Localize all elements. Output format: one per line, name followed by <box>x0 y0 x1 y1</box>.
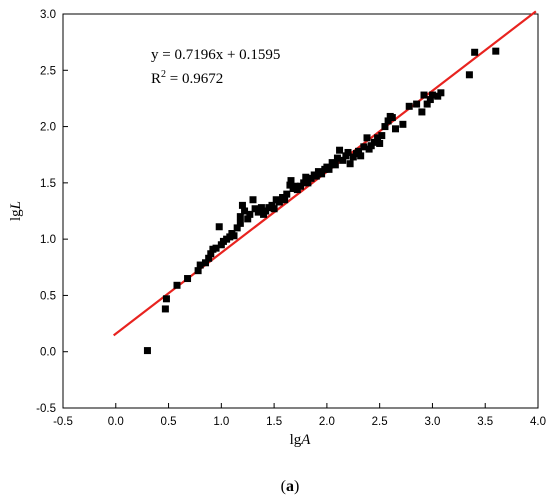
data-point <box>376 139 384 147</box>
data-point <box>370 138 378 146</box>
data-point <box>437 89 445 97</box>
data-point <box>257 204 265 212</box>
data-point <box>143 347 151 355</box>
x-axis-ticks: -0.5 0.0 0.5 1.0 1.5 2.0 2.5 3.0 3.5 4.0 <box>53 403 546 428</box>
x-tick-label: 0.0 <box>108 416 124 428</box>
figure-caption: (a) <box>281 478 300 495</box>
y-tick-label: 1.5 <box>40 178 56 190</box>
x-tick-label: 3.0 <box>424 416 440 428</box>
data-point <box>173 281 181 289</box>
plot-frame <box>62 13 539 409</box>
data-point <box>336 146 344 154</box>
x-tick-label: 0.5 <box>161 416 177 428</box>
data-point <box>357 152 365 160</box>
data-point <box>184 275 192 283</box>
data-point <box>325 165 333 173</box>
data-point <box>413 100 421 108</box>
y-tick-label: -0.5 <box>36 403 56 415</box>
data-point <box>384 117 392 125</box>
data-point <box>374 134 382 142</box>
data-point <box>346 160 354 168</box>
data-point <box>381 123 389 131</box>
data-point <box>378 132 386 140</box>
x-tick-label: -0.5 <box>53 416 73 428</box>
x-tick-label: 4.0 <box>530 416 546 428</box>
y-axis-title: lgL <box>8 201 24 221</box>
y-tick-label: 1.0 <box>40 234 56 246</box>
data-point <box>418 108 426 116</box>
data-point <box>230 232 238 240</box>
data-point <box>281 196 289 204</box>
x-tick-label: 1.5 <box>266 416 282 428</box>
data-point <box>196 261 204 269</box>
data-point <box>420 91 428 99</box>
data-point <box>423 100 431 108</box>
data-point <box>302 173 310 181</box>
data-point <box>331 161 339 169</box>
data-point <box>238 201 246 209</box>
data-point <box>318 170 326 178</box>
data-point <box>207 250 215 258</box>
data-point <box>363 134 371 142</box>
data-point <box>233 224 241 232</box>
data-point <box>246 210 254 218</box>
y-axis-ticks: -0.5 0.0 0.5 1.0 1.5 2.0 2.5 3.0 <box>36 9 68 415</box>
regression-equation: y = 0.7196x + 0.1595 <box>151 47 280 63</box>
data-point <box>304 179 312 187</box>
data-point <box>270 205 278 213</box>
data-point <box>162 295 170 303</box>
data-point <box>236 219 244 227</box>
data-point <box>236 213 244 221</box>
data-point <box>471 48 479 56</box>
y-tick-label: 3.0 <box>40 9 56 21</box>
data-point <box>344 148 352 156</box>
data-point <box>339 156 347 164</box>
data-point <box>360 143 368 151</box>
data-point <box>300 179 308 187</box>
x-axis-title: lgA <box>290 432 312 448</box>
data-point <box>392 125 399 133</box>
data-point <box>241 207 249 215</box>
data-point <box>202 259 209 267</box>
data-point <box>405 102 413 110</box>
data-point <box>275 198 283 206</box>
y-tick-label: 2.5 <box>40 65 56 77</box>
data-point <box>244 215 252 223</box>
scatter-points <box>143 47 500 355</box>
x-tick-label: 1.0 <box>213 416 229 428</box>
r-squared-label: R2 = 0.9672 <box>151 69 223 87</box>
data-point <box>212 244 220 252</box>
data-point <box>492 47 500 55</box>
y-tick-label: 2.0 <box>40 122 56 134</box>
data-point <box>215 223 223 231</box>
x-tick-label: 3.5 <box>477 416 493 428</box>
data-point <box>428 91 436 99</box>
y-tick-label: 0.5 <box>40 290 56 302</box>
data-point <box>194 267 202 275</box>
data-point <box>333 154 341 162</box>
data-point <box>312 172 320 180</box>
data-point <box>283 190 291 198</box>
data-point <box>426 96 434 104</box>
data-point <box>205 254 213 262</box>
data-point <box>388 114 396 122</box>
data-point <box>254 208 262 216</box>
data-point <box>355 147 363 155</box>
data-point <box>465 71 473 79</box>
data-point <box>287 177 295 185</box>
x-tick-label: 2.5 <box>372 416 388 428</box>
x-tick-label: 2.0 <box>319 416 335 428</box>
data-point <box>161 305 169 313</box>
y-tick-label: 0.0 <box>40 347 56 359</box>
data-point <box>249 196 257 204</box>
data-point <box>399 120 407 128</box>
